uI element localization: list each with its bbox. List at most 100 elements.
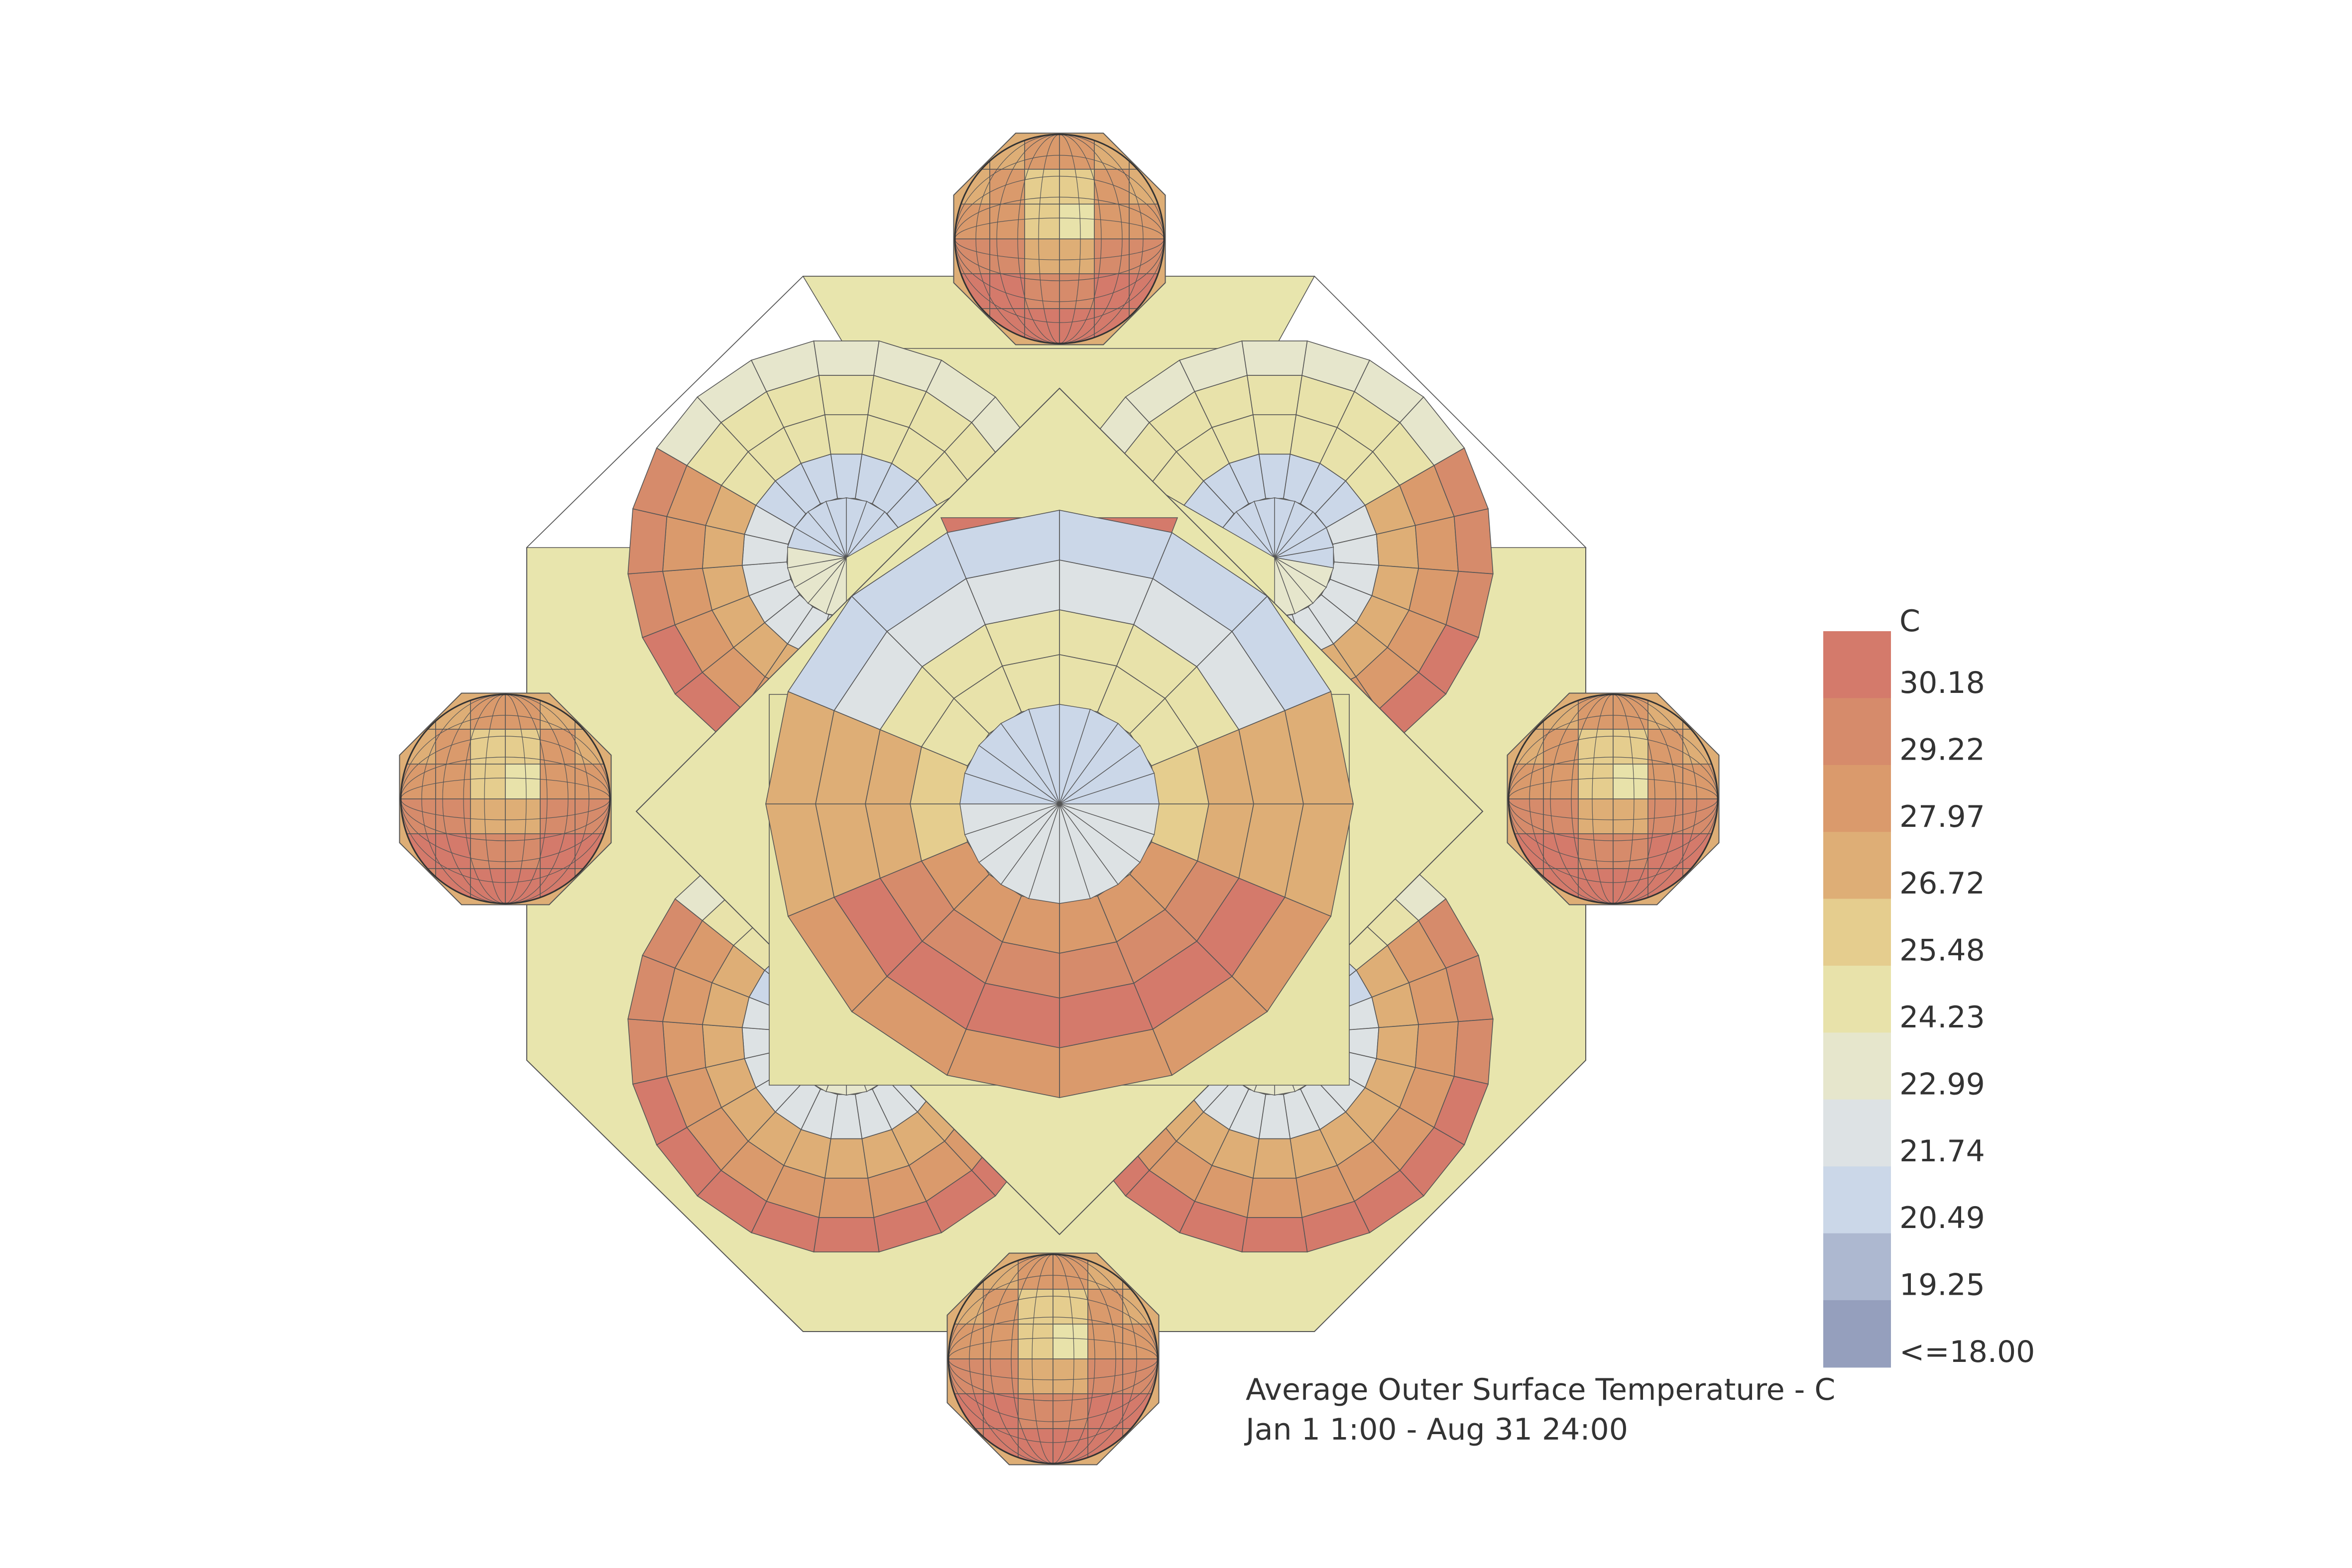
sphere-tile <box>955 204 990 239</box>
sphere-tile <box>989 169 1025 205</box>
sphere-tile <box>1024 204 1060 239</box>
legend-label: 29.22 <box>1899 732 1985 767</box>
sphere-tile <box>470 798 506 834</box>
sphere-west <box>399 692 612 905</box>
sphere-tile <box>1053 1289 1088 1325</box>
sphere-tile <box>1024 308 1060 343</box>
sphere-tile <box>1543 833 1579 869</box>
sphere-tile <box>1578 694 1614 730</box>
sphere-tile <box>1059 238 1095 274</box>
legend-swatch <box>1823 1099 1891 1167</box>
legend-label: 22.99 <box>1899 1067 1985 1102</box>
sphere-tile <box>1578 868 1614 903</box>
sphere-parallel <box>1509 778 1718 820</box>
sphere-meridian <box>1032 1254 1074 1463</box>
sphere-parallel <box>1509 757 1718 841</box>
sphere-tile <box>505 729 541 765</box>
sphere-tile <box>540 798 576 834</box>
sphere-tile <box>1122 1358 1158 1394</box>
arch-panel <box>813 1217 880 1252</box>
sphere-tile <box>983 1289 1019 1325</box>
legend-label: 21.74 <box>1899 1134 1985 1169</box>
sphere-tile <box>401 798 436 834</box>
color-legend: C 30.18 29.22 27.97 26.72 25.48 24.23 22.99 21.… <box>1823 604 2035 1369</box>
sphere-tile <box>989 273 1025 309</box>
sphere-tile <box>1059 273 1095 309</box>
legend-label: 25.48 <box>1899 933 1985 968</box>
arch-inner-fan <box>846 511 899 558</box>
sphere-tile <box>1613 729 1648 765</box>
legend-label: 19.25 <box>1899 1268 1985 1303</box>
legend-label: 26.72 <box>1899 866 1985 901</box>
sphere-tile <box>401 764 436 799</box>
sphere-tile <box>1087 1358 1123 1394</box>
sphere-tile <box>1682 764 1718 799</box>
sphere-tile <box>1024 238 1060 274</box>
sphere-tiles <box>1509 694 1718 903</box>
sphere-tile <box>1543 729 1579 765</box>
legend-swatch <box>1823 1032 1891 1100</box>
legend-swatch <box>1823 698 1891 766</box>
legend-swatch <box>1823 1233 1891 1301</box>
arch-panel <box>1241 1217 1308 1252</box>
sphere-tile <box>1509 764 1544 799</box>
sphere-tile <box>435 833 471 869</box>
caption: Average Outer Surface Temperature - C Ja… <box>1244 1372 1835 1447</box>
legend-label: 24.23 <box>1899 1000 1985 1035</box>
sphere-tile <box>948 1358 984 1394</box>
sphere-tile <box>1053 1428 1088 1463</box>
sphere-tile <box>1543 764 1579 799</box>
sphere-tile <box>1059 308 1095 343</box>
arch-panel <box>1246 375 1303 416</box>
sphere-tile <box>1018 1254 1054 1290</box>
sphere-meridian <box>1038 134 1081 343</box>
sphere-tile <box>1613 764 1648 799</box>
arch-northeast <box>1084 340 1494 777</box>
arch-panel <box>1241 340 1308 376</box>
sphere-meridian <box>996 134 1123 343</box>
sphere-tile <box>470 694 506 730</box>
sphere-meridian <box>421 694 589 903</box>
sphere-tile <box>505 833 541 869</box>
sphere-south <box>946 1252 1160 1465</box>
sphere-tile <box>1018 1428 1054 1463</box>
sphere-tile <box>983 1393 1019 1429</box>
sphere-tile <box>1543 798 1579 834</box>
sphere-tile <box>435 764 471 799</box>
sphere-tile <box>1018 1358 1054 1394</box>
sphere-tile <box>1087 1393 1123 1429</box>
sphere-tile <box>1647 798 1683 834</box>
legend-swatch <box>1823 765 1891 833</box>
sphere-tile <box>1509 798 1544 834</box>
sphere-parallel <box>1509 715 1718 883</box>
arch-panel <box>824 1138 869 1179</box>
legend-swatch <box>1823 966 1891 1033</box>
sphere-tile <box>470 833 506 869</box>
sphere-tile <box>1129 204 1164 239</box>
sphere-tile <box>989 204 1025 239</box>
arch-panel <box>662 516 706 572</box>
arch-panel <box>1252 1138 1297 1179</box>
sphere-tile <box>1094 204 1130 239</box>
central-dome <box>765 510 1354 1098</box>
sphere-parallel <box>955 176 1164 302</box>
arch-panel <box>818 1178 875 1218</box>
sphere-parallel <box>401 778 610 820</box>
sphere-outline <box>1508 693 1719 904</box>
sphere-tile <box>1122 1324 1158 1359</box>
sphere-meridian <box>442 694 569 903</box>
sphere-tile <box>1053 1358 1088 1394</box>
legend-swatch <box>1823 631 1891 699</box>
sphere-tile <box>1053 1393 1088 1429</box>
sphere-tile <box>948 1324 984 1359</box>
sphere-tile <box>540 729 576 765</box>
arch-panel <box>627 1018 668 1085</box>
sphere-meridian <box>990 1254 1116 1463</box>
sphere-parallel <box>955 155 1164 323</box>
sphere-parallel <box>1509 736 1718 862</box>
sphere-tile <box>1578 798 1614 834</box>
legend-swatch <box>1823 1166 1891 1234</box>
legend-label: 20.49 <box>1899 1201 1985 1235</box>
sphere-tile <box>505 868 541 903</box>
sphere-tile <box>1053 1324 1088 1359</box>
